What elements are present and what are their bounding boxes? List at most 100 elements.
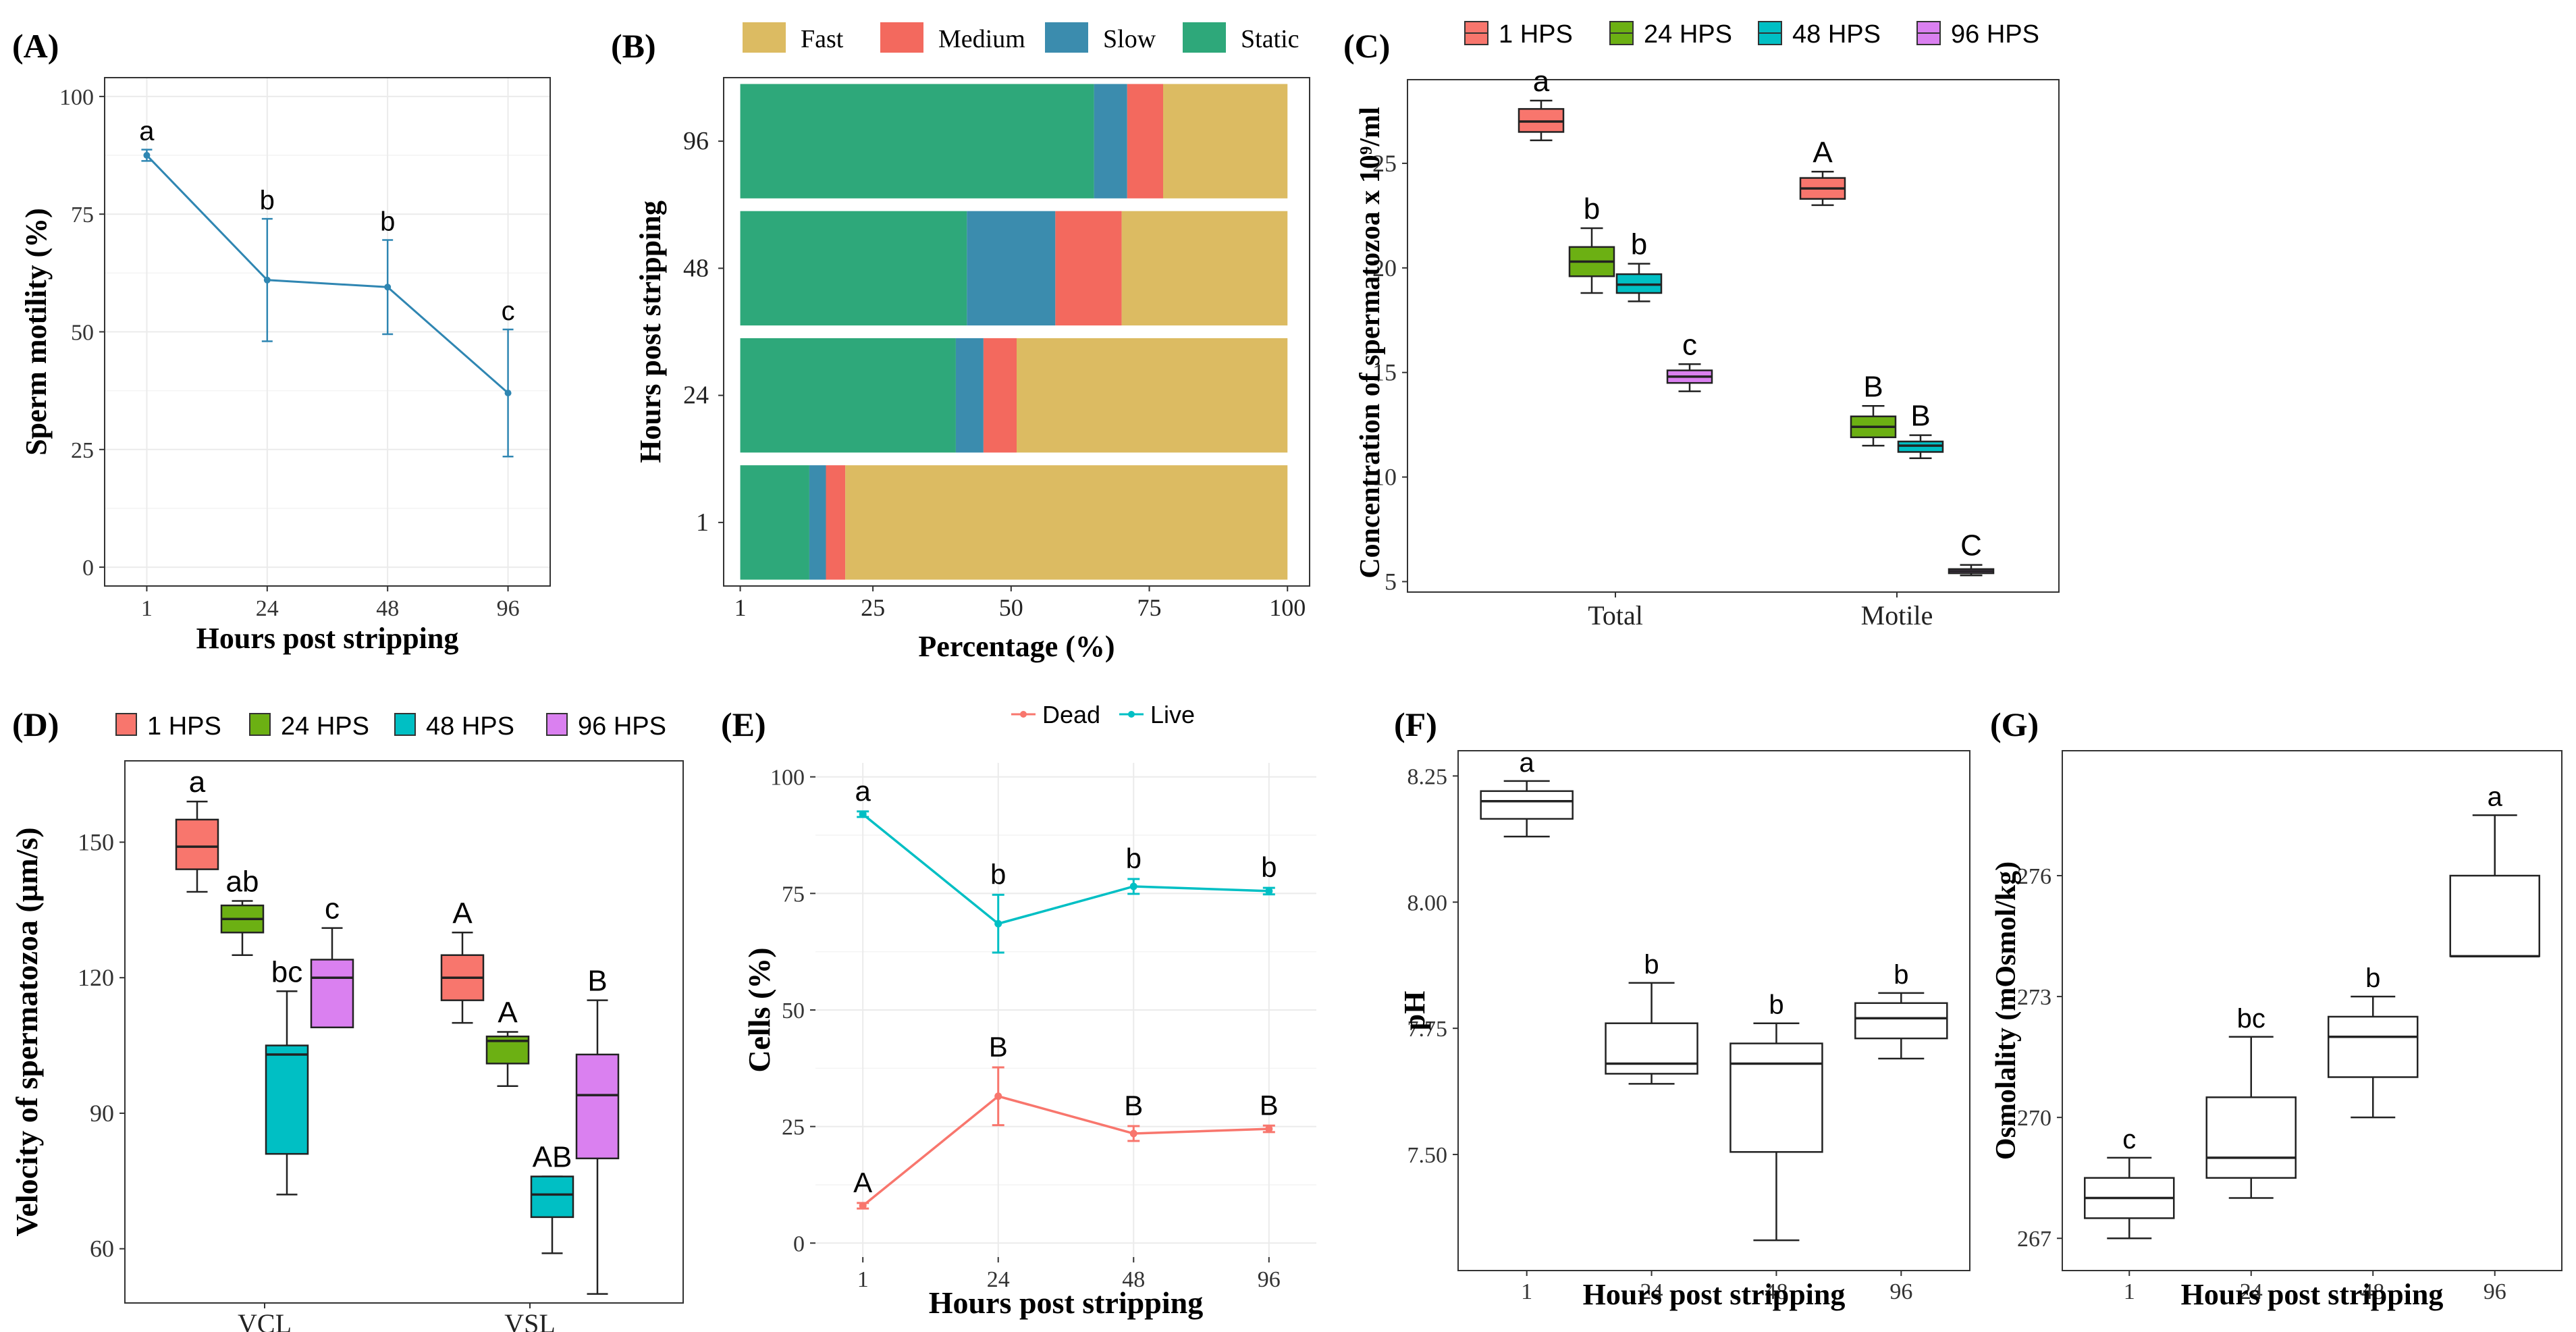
bar-medium — [1055, 211, 1122, 326]
y-axis-title: Cells (%) — [742, 947, 776, 1072]
y-tick-label: 10 — [1372, 464, 1397, 491]
y-tick-label: 96 — [683, 127, 709, 155]
panel-label: (A) — [12, 27, 59, 65]
legend-swatch — [115, 713, 137, 736]
significance-letter: bc — [2237, 1004, 2265, 1034]
box-iqr — [310, 959, 354, 1029]
box-48-hps — [1897, 434, 1944, 459]
y-tick-label: 8.25 — [1407, 764, 1448, 789]
data-point — [1129, 882, 1137, 890]
bar-static — [740, 211, 967, 326]
legend-label: 24 HPS — [1644, 20, 1732, 49]
box-96-hps — [1666, 363, 1713, 392]
box — [1605, 982, 1698, 1085]
legend-swatch-static — [1183, 22, 1226, 53]
panel-label: (E) — [721, 705, 766, 743]
y-tick-label: 5 — [1385, 568, 1397, 595]
significance-letter: A — [853, 1167, 872, 1198]
x-tick-label: 25 — [861, 594, 885, 621]
significance-letter: c — [325, 893, 340, 926]
legend-label: Static — [1241, 25, 1299, 53]
box — [2084, 1156, 2175, 1240]
significance-letter: b — [260, 186, 275, 215]
bar-static — [740, 84, 1094, 198]
data-point — [384, 284, 392, 291]
box-iqr — [1729, 1042, 1823, 1153]
legend-label: Fast — [801, 25, 844, 53]
legend-label: 1 HPS — [147, 712, 221, 741]
box-96-hps — [575, 999, 620, 1295]
legend-label: Medium — [938, 25, 1025, 53]
x-tick-label: 1 — [857, 1267, 869, 1292]
y-tick-label: 60 — [90, 1235, 114, 1262]
box-48-hps — [530, 1175, 574, 1254]
legend-swatch-fast — [743, 22, 786, 53]
x-tick-label: 1 — [141, 596, 153, 621]
box-24-hps — [220, 900, 265, 956]
panel-label: (D) — [12, 705, 59, 743]
significance-letter: bc — [271, 955, 302, 988]
panel-label: (F) — [1394, 705, 1437, 743]
significance-letter: B — [1910, 400, 1930, 433]
plot-border — [723, 77, 1310, 587]
bar-fast — [845, 465, 1288, 580]
significance-letter: b — [1769, 990, 1783, 1020]
x-tick-label: 24 — [256, 596, 279, 621]
legend-label: 96 HPS — [1951, 20, 2039, 49]
x-tick-label: VSL — [504, 1308, 556, 1332]
x-tick-label: Motile — [1861, 600, 1933, 631]
data-point — [994, 1092, 1002, 1100]
panel-label: (B) — [611, 27, 656, 65]
significance-letter: b — [1261, 851, 1277, 883]
data-point — [1129, 1129, 1137, 1138]
box-96-hps — [310, 927, 354, 1029]
box-iqr — [1854, 1002, 1948, 1040]
significance-letter: AB — [533, 1141, 572, 1174]
y-axis-title: Hours post stripping — [634, 201, 667, 463]
significance-letter: A — [498, 996, 518, 1030]
legend-label: 48 HPS — [426, 712, 514, 741]
significance-letter: b — [1126, 843, 1142, 874]
box — [2327, 995, 2419, 1119]
legend-point — [1020, 711, 1027, 718]
significance-letter: B — [587, 965, 607, 998]
x-tick-label: Total — [1588, 600, 1643, 631]
significance-letter: c — [1682, 328, 1697, 361]
legend-swatch — [249, 713, 271, 736]
significance-letter: b — [1644, 950, 1659, 980]
box-1-hps — [1799, 171, 1846, 207]
box-96-hps — [1948, 564, 1995, 577]
y-tick-label: 7.50 — [1407, 1143, 1448, 1168]
box-48-hps — [1615, 263, 1663, 302]
bar-medium — [983, 338, 1017, 453]
y-tick-label: 276 — [2017, 864, 2051, 889]
significance-letter: c — [2122, 1125, 2136, 1154]
panel-a: 0 25 50 75 100 1 24 48 96 a b b c (A) Hours post strip… — [12, 27, 551, 655]
box-iqr — [265, 1044, 309, 1155]
significance-letter: b — [380, 207, 395, 237]
panel-b: 1 24 48 96 1 25 50 75 100 Fast Medium Slow Static (B)… — [611, 22, 1310, 663]
y-axis-title: Concentration of spermatozoa x 10⁹/ml — [1355, 107, 1386, 578]
data-point — [263, 276, 271, 284]
box — [1480, 780, 1574, 838]
x-tick-label: 1 — [734, 594, 747, 621]
significance-letter: B — [989, 1031, 1008, 1063]
x-axis-title: Hours post stripping — [929, 1285, 1203, 1320]
legend-label: Slow — [1103, 25, 1156, 53]
legend-swatch-medium — [880, 22, 923, 53]
box-1-hps — [175, 800, 219, 893]
y-tick-label: 1 — [696, 508, 709, 537]
significance-letter: C — [1960, 529, 1982, 562]
y-axis-title: pH — [1398, 991, 1431, 1031]
significance-letter: b — [2365, 963, 2380, 993]
legend-label: 24 HPS — [281, 712, 369, 741]
x-axis-title: Hours post stripping — [196, 622, 459, 655]
box — [1854, 992, 1948, 1060]
panel-label: (C) — [1343, 27, 1390, 65]
legend-label: Dead — [1042, 701, 1100, 728]
bar-static — [740, 338, 956, 453]
y-axis-title: Velocity of spermatozoa (µm/s) — [9, 827, 44, 1236]
data-point — [1265, 1125, 1273, 1133]
x-tick-label: 96 — [1889, 1279, 1912, 1304]
box-iqr — [1605, 1022, 1698, 1075]
